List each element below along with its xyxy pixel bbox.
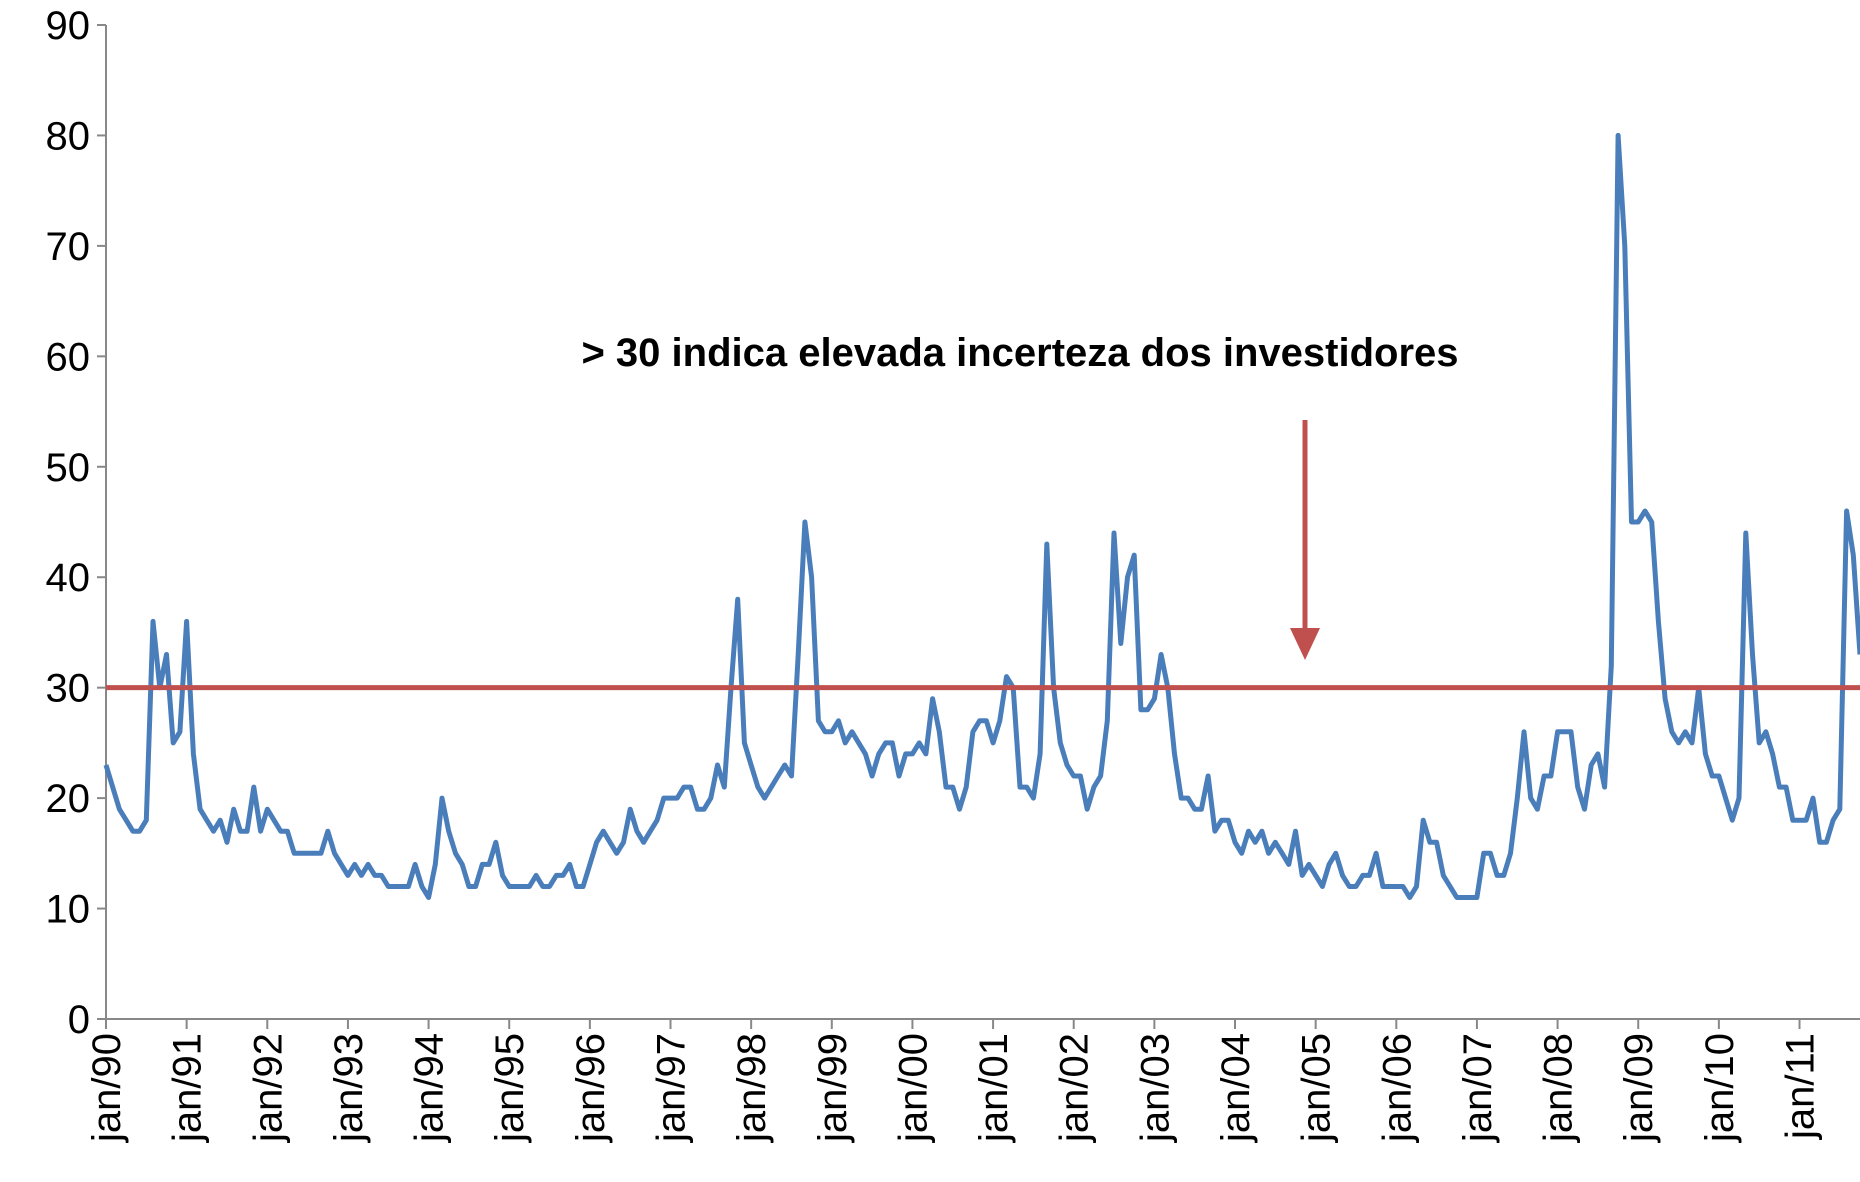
x-tick-label: jan/98 [730,1033,774,1143]
y-tick-label: 70 [46,225,91,269]
x-tick-label: jan/00 [891,1033,935,1143]
y-tick-label: 90 [46,4,91,48]
x-tick-label: jan/10 [1698,1033,1742,1143]
x-tick-label: jan/97 [650,1033,694,1143]
y-tick-label: 50 [46,446,91,490]
x-tick-label: jan/92 [246,1033,290,1143]
x-tick-label: jan/07 [1456,1033,1500,1143]
y-tick-label: 10 [46,888,91,932]
x-tick-label: jan/01 [972,1033,1016,1143]
y-tick-label: 80 [46,114,91,158]
x-tick-label: jan/04 [1214,1033,1258,1143]
y-tick-label: 20 [46,777,91,821]
x-tick-label: jan/96 [569,1033,613,1143]
x-tick-label: jan/03 [1133,1033,1177,1143]
y-tick-label: 30 [46,667,91,711]
y-tick-label: 0 [68,998,90,1042]
x-tick-label: jan/02 [1053,1033,1097,1143]
x-tick-label: jan/99 [811,1033,855,1143]
x-tick-label: jan/08 [1537,1033,1581,1143]
arrow-head [1290,628,1320,660]
x-tick-label: jan/06 [1375,1033,1419,1143]
x-tick-label: jan/11 [1779,1033,1823,1140]
x-tick-label: jan/95 [488,1033,532,1143]
series-line [103,132,1860,900]
x-tick-label: jan/91 [166,1033,210,1143]
annotation: > 30 indica elevada incerteza dos invest… [581,331,1458,375]
x-tick-label: jan/09 [1617,1033,1661,1143]
y-tick-label: 60 [46,335,91,379]
x-tick-label: jan/05 [1295,1033,1339,1143]
x-tick-label: jan/90 [85,1033,129,1143]
y-tick-label: 40 [46,556,91,600]
x-tick-label: jan/93 [327,1033,371,1143]
x-tick-label: jan/94 [408,1033,452,1143]
